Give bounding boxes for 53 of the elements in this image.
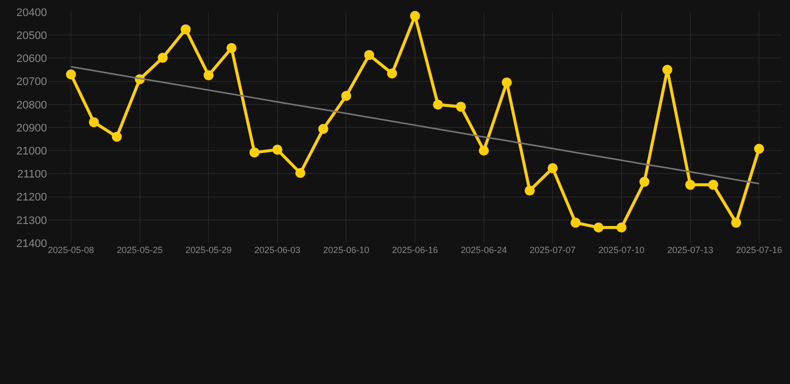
point: [249, 147, 260, 158]
y-tick-label: 20700: [16, 76, 47, 88]
point: [548, 163, 558, 174]
point: [88, 117, 99, 128]
point: [754, 144, 764, 154]
x-tick-label: 2025-06-24: [460, 245, 507, 255]
point: [432, 100, 443, 110]
point: [685, 180, 696, 190]
point: [387, 68, 398, 78]
x-tick-label: 2025-07-16: [736, 245, 782, 255]
y-tick-label: 20600: [16, 53, 47, 66]
x-tick-label: 2025-05-08: [48, 245, 94, 255]
x-tick-label: 2025-05-25: [116, 245, 163, 255]
y-tick-label: 21200: [16, 192, 47, 204]
point: [708, 180, 718, 190]
y-tick-label: 21400: [16, 238, 47, 250]
x-tick-label: 2025-06-03: [254, 245, 300, 255]
x-tick-label: 2025-07-10: [598, 245, 644, 255]
point: [226, 43, 236, 54]
y-tick-label: 20800: [16, 99, 47, 112]
y-tick-label: 20900: [16, 122, 47, 134]
y-tick-label: 21100: [17, 168, 47, 181]
point: [616, 222, 626, 233]
point: [410, 10, 420, 21]
point: [66, 69, 76, 80]
x-tick-label: 2025-07-13: [667, 245, 714, 255]
point: [502, 77, 512, 88]
point: [594, 222, 604, 233]
y-tick-label: 21300: [16, 214, 47, 227]
x-tick-label: 2025-07-07: [530, 245, 576, 255]
point: [662, 64, 672, 75]
point: [364, 50, 374, 60]
point: [112, 132, 122, 142]
point: [272, 144, 282, 155]
point: [478, 146, 489, 156]
x-tick-label: 2025-06-16: [392, 245, 438, 255]
y-tick-label: 20400: [16, 6, 47, 19]
point: [158, 52, 168, 63]
x-tick-label: 2025-06-10: [323, 245, 370, 255]
line-series: [70, 66, 760, 184]
point: [318, 124, 328, 134]
point: [341, 90, 352, 101]
point: [456, 102, 466, 112]
y-tick-label: 21000: [16, 145, 47, 158]
x-tick-label: 2025-05-29: [186, 245, 232, 255]
point: [570, 218, 581, 228]
y-tick-label: 20500: [16, 30, 47, 42]
point: [524, 186, 535, 196]
point: [731, 218, 742, 228]
point: [295, 168, 306, 178]
point: [204, 70, 214, 80]
point: [639, 176, 650, 187]
point: [180, 24, 191, 34]
